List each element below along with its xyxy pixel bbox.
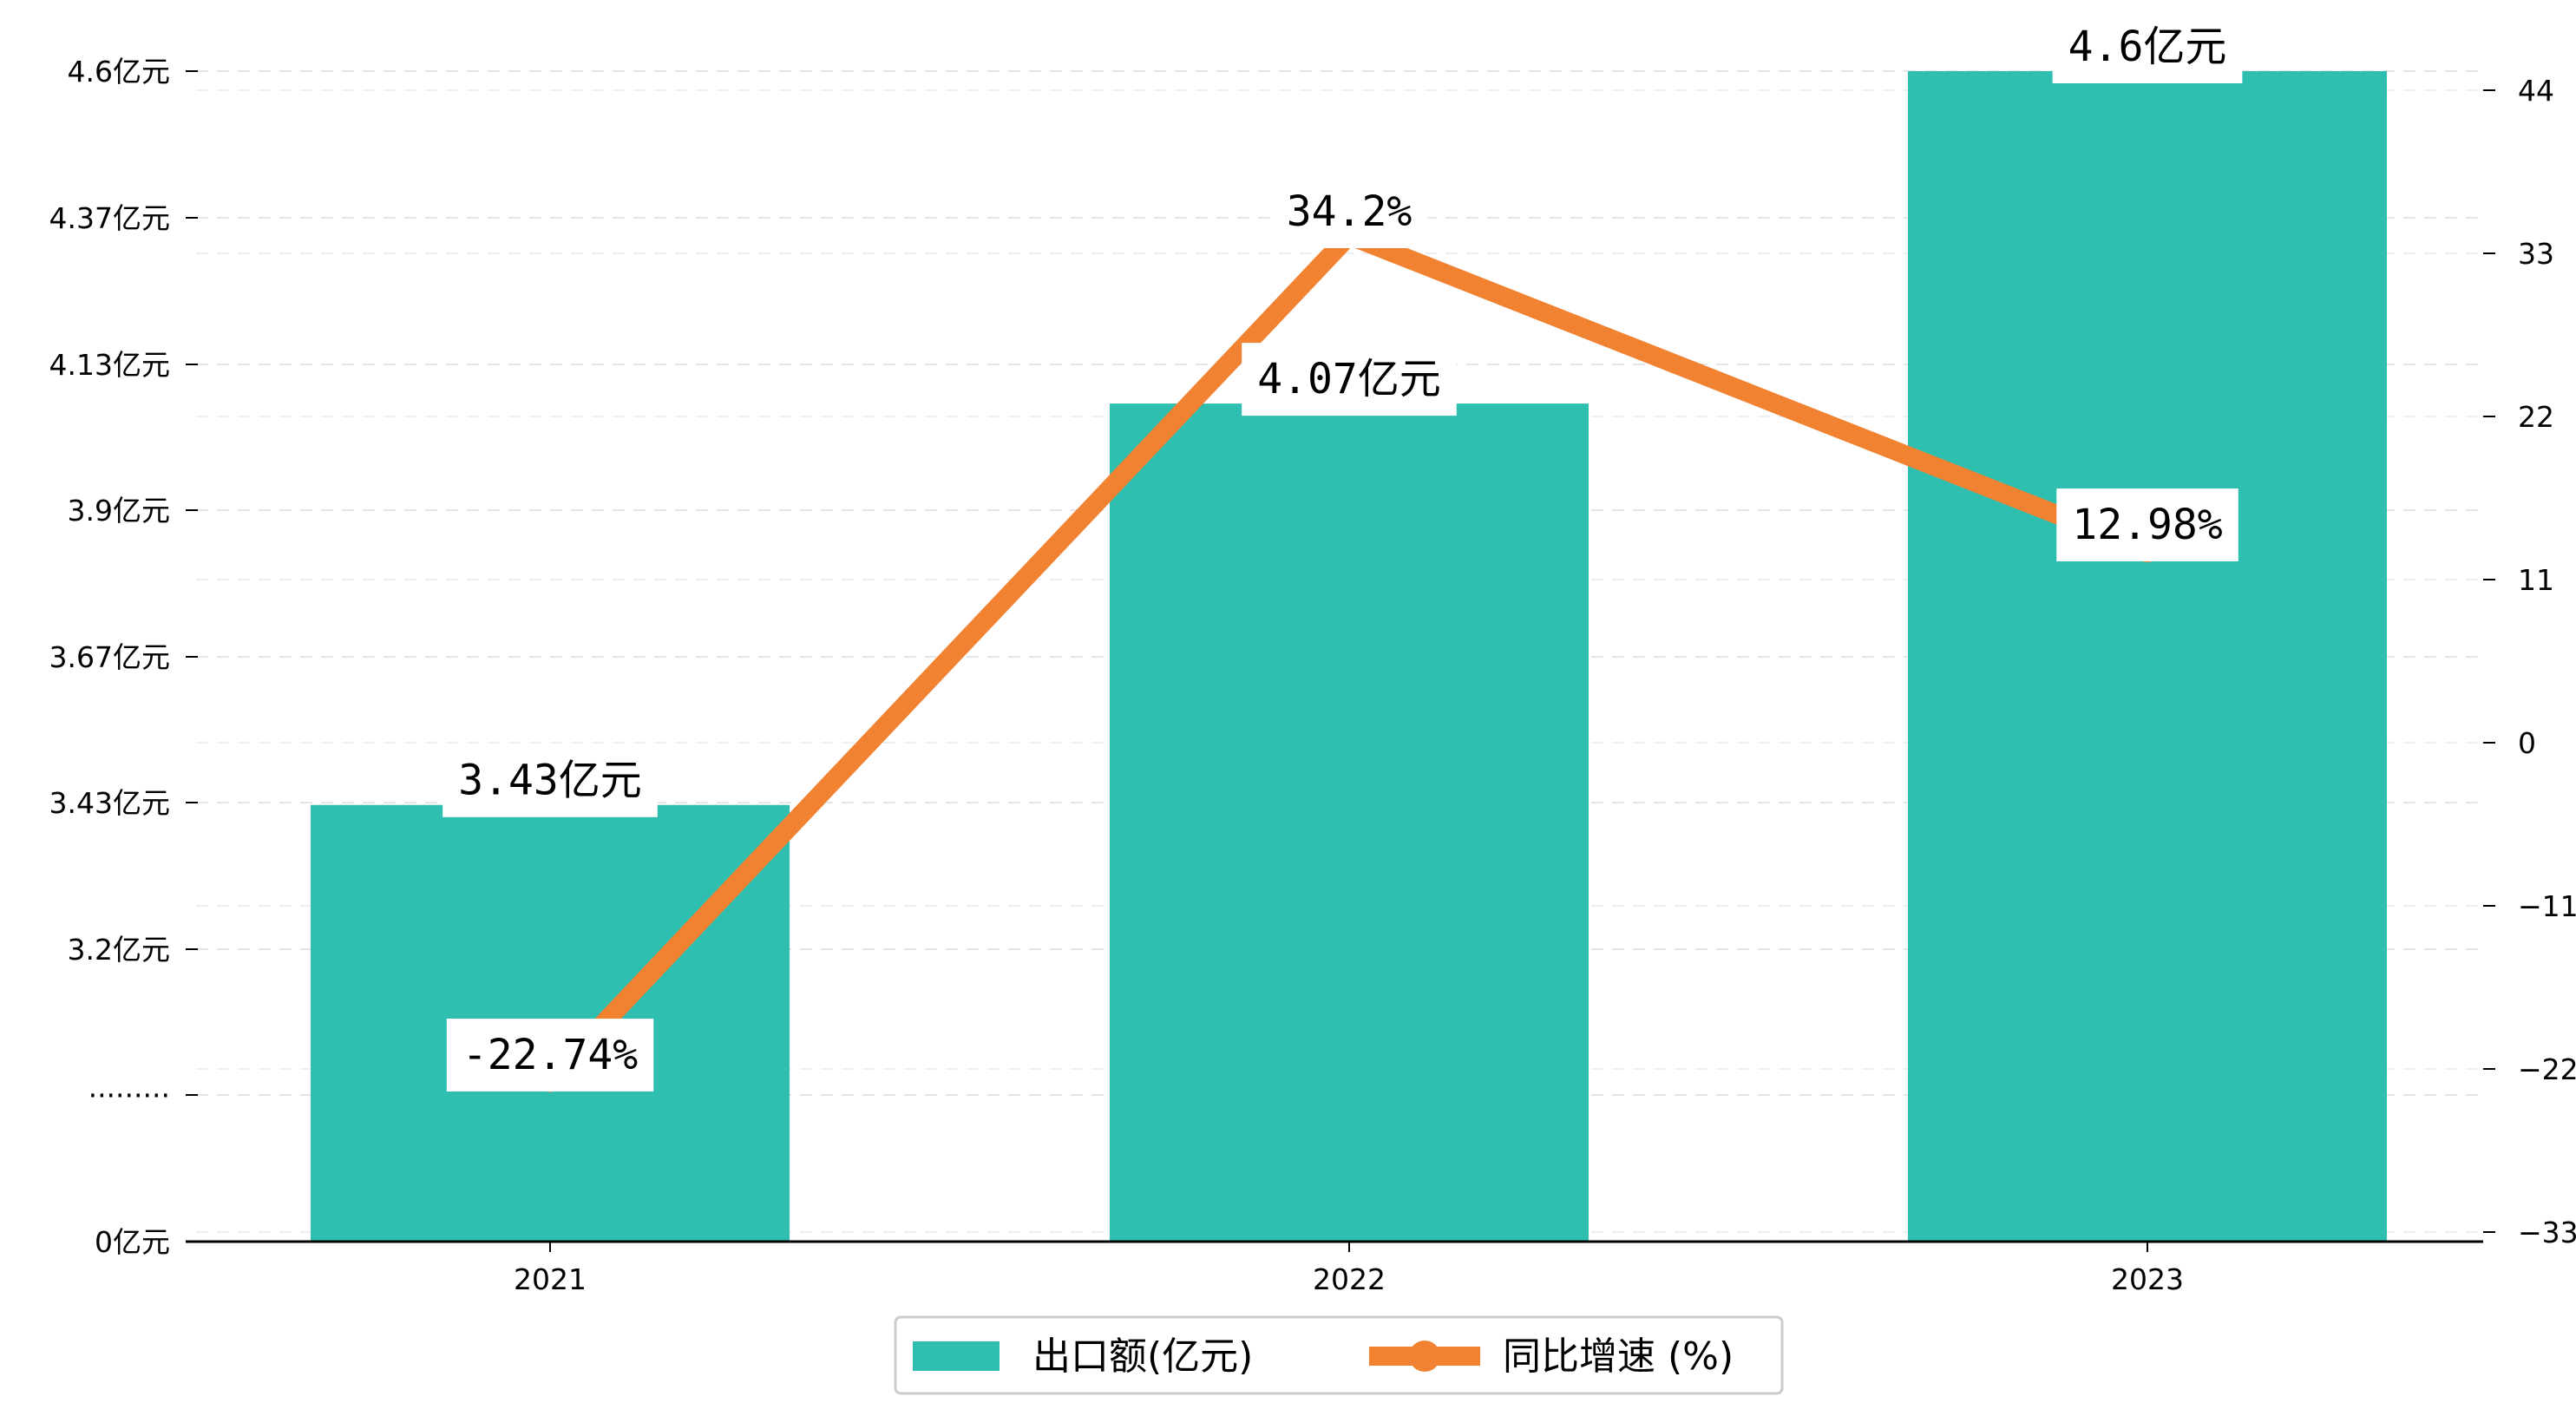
bar-value-label-box: [1242, 343, 1457, 416]
bar-2023: [1908, 71, 2387, 1242]
y-left-tick-label: 3.2亿元: [68, 933, 170, 967]
y-left-tick-label: 3.9亿元: [68, 494, 170, 528]
growth-value-label: -22.74%: [446, 1019, 654, 1092]
y-right-tick-label: −22: [2518, 1052, 2576, 1086]
y-right-tick-label: 33: [2518, 237, 2554, 271]
legend: 出口额(亿元) 同比增速 (%): [894, 1315, 1784, 1395]
x-tick-label: 2021: [514, 1262, 587, 1296]
y-right-tick-label: 0: [2518, 726, 2536, 760]
y-left-tick-label: ·········: [88, 1078, 170, 1112]
bar-value-label-box: [2052, 10, 2243, 83]
bar-value-label: 3.43亿元: [442, 744, 658, 817]
bar-value-label: 4.6亿元: [2052, 10, 2243, 83]
bar-value-label-text: 3.43亿元: [458, 757, 642, 805]
growth-value-label: 12.98%: [2056, 488, 2238, 561]
y-left-tick-label: 4.37亿元: [49, 201, 170, 235]
bar-series: [311, 71, 2387, 1242]
legend-line-marker: [1409, 1341, 1440, 1372]
legend-line-label: 同比增速 (%): [1503, 1334, 1734, 1379]
y-right-tick-label: −11: [2518, 889, 2576, 923]
bar-value-label-box: [442, 744, 658, 817]
growth-value-label-box: [446, 1019, 654, 1092]
y-left-tick-label: 3.43亿元: [49, 786, 170, 820]
growth-value-label-box: [2056, 488, 2238, 561]
y-left-tick-label: 4.6亿元: [68, 55, 170, 88]
bar-value-label-text: 4.07亿元: [1257, 355, 1441, 403]
growth-value-label-text: 34.2%: [1287, 187, 1413, 236]
legend-bar-swatch: [913, 1341, 1000, 1371]
y-right-tick-label: 44: [2518, 74, 2554, 108]
bar-value-label-text: 4.6亿元: [2068, 23, 2227, 71]
legend-bar-label: 出口额(亿元): [1032, 1334, 1253, 1379]
legend-frame: [894, 1315, 1784, 1395]
y-left-tick-label: 0亿元: [95, 1225, 170, 1259]
growth-value-label-text: 12.98%: [2072, 501, 2222, 549]
bar-value-label: 4.07亿元: [1242, 343, 1457, 416]
y-left-tick-label: 3.67亿元: [49, 640, 170, 674]
data-labels: 3.43亿元 4.07亿元 4.6亿元 -22.74% 34.2% 12.98%: [442, 10, 2243, 1092]
x-tick-label: 2022: [1313, 1262, 1386, 1296]
growth-value-label: 34.2%: [1270, 175, 1428, 248]
y-right-tick-label: 22: [2518, 400, 2554, 434]
bar-2022: [1110, 403, 1589, 1242]
y-right-tick-label: 11: [2518, 563, 2554, 597]
growth-value-label-box: [1270, 175, 1428, 248]
axes: 0亿元 ········· 3.2亿元 3.43亿元 3.67亿元 3.9亿元 4.13亿元…: [49, 55, 2576, 1296]
y-right-tick-label: −33: [2518, 1216, 2576, 1249]
x-tick-label: 2023: [2111, 1262, 2184, 1296]
y-left-tick-label: 4.13亿元: [49, 348, 170, 382]
growth-value-label-text: -22.74%: [462, 1031, 638, 1079]
